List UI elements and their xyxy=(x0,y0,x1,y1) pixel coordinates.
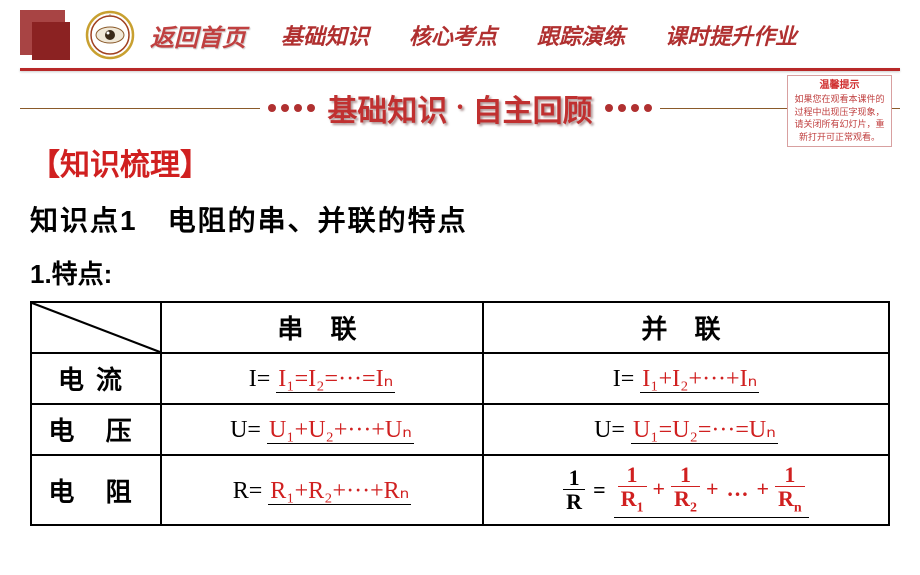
nav-practice[interactable]: 跟踪演练 xyxy=(537,19,625,51)
rhs-expression: 1 R1 + 1 R2 + … + 1 Rn xyxy=(614,462,809,518)
nav-homework[interactable]: 课时提升作业 xyxy=(665,19,797,51)
section-banner: 基础知识 · 自主回顾 xyxy=(20,86,900,130)
cell-voltage-series: U= U₁+U₂+···+Uₙ xyxy=(161,404,483,455)
dots-right-icon xyxy=(605,104,652,112)
cell-resistance-series: R= R₁+R₂+···+Rₙ xyxy=(161,455,483,525)
svg-text:®: ® xyxy=(109,14,112,18)
col-parallel: 并 联 xyxy=(483,302,889,353)
dots-left-icon xyxy=(268,104,315,112)
content-area: 【知识梳理】 知识点1 电阻的串、并联的特点 1.特点: 串 联 并 联 电流 … xyxy=(0,140,920,526)
table-header-row: 串 联 并 联 xyxy=(31,302,889,353)
cell-current-parallel: I= I₁+I₂+···+Iₙ xyxy=(483,353,889,404)
banner-title-left: 基础知识 xyxy=(323,86,451,130)
banner-sep: · xyxy=(451,92,468,124)
comparison-table: 串 联 并 联 电流 I= I₁=I₂=···=Iₙ I= I₁+I₂+···+… xyxy=(30,301,890,526)
sub-title: 1.特点: xyxy=(30,254,890,291)
nav-menu: 基础知识 核心考点 跟踪演练 课时提升作业 xyxy=(281,19,797,51)
header-divider xyxy=(20,68,900,71)
row-resistance: 电 阻 R= R₁+R₂+···+Rₙ 1 R = 1 R1 xyxy=(31,455,889,525)
col-series: 串 联 xyxy=(161,302,483,353)
label-resistance: 电 阻 xyxy=(31,455,161,525)
hint-body: 如果您在观看本课件的过程中出现压字现象，请关闭所有幻灯片，重新打开可正常观看。 xyxy=(791,93,888,143)
label-voltage: 电 压 xyxy=(31,404,161,455)
header-bar: ® 返回首页 基础知识 核心考点 跟踪演练 课时提升作业 xyxy=(0,0,920,68)
lhs-fraction: 1 R xyxy=(563,467,585,513)
nav-basics[interactable]: 基础知识 xyxy=(281,19,369,51)
home-link[interactable]: 返回首页 xyxy=(150,18,246,53)
label-current: 电流 xyxy=(31,353,161,404)
cell-voltage-parallel: U= U₁=U₂=···=Uₙ xyxy=(483,404,889,455)
hint-title: 温馨提示 xyxy=(791,79,888,93)
equals-sign: = xyxy=(589,477,610,503)
diagonal-cell xyxy=(31,302,161,353)
hint-box: 温馨提示 如果您在观看本课件的过程中出现压字现象，请关闭所有幻灯片，重新打开可正… xyxy=(787,75,892,147)
cell-current-series: I= I₁=I₂=···=Iₙ xyxy=(161,353,483,404)
cell-resistance-parallel: 1 R = 1 R1 + 1 R2 + xyxy=(483,455,889,525)
section-label: 【知识梳理】 xyxy=(30,140,890,184)
banner-title-right: 自主回顾 xyxy=(469,86,597,130)
row-voltage: 电 压 U= U₁+U₂+···+Uₙ U= U₁=U₂=···=Uₙ xyxy=(31,404,889,455)
nav-keypoints[interactable]: 核心考点 xyxy=(409,19,497,51)
row-current: 电流 I= I₁=I₂=···=Iₙ I= I₁+I₂+···+Iₙ xyxy=(31,353,889,404)
decorative-squares xyxy=(20,10,70,60)
brand-logo: ® xyxy=(85,10,135,60)
knowledge-point-title: 知识点1 电阻的串、并联的特点 xyxy=(30,199,890,239)
